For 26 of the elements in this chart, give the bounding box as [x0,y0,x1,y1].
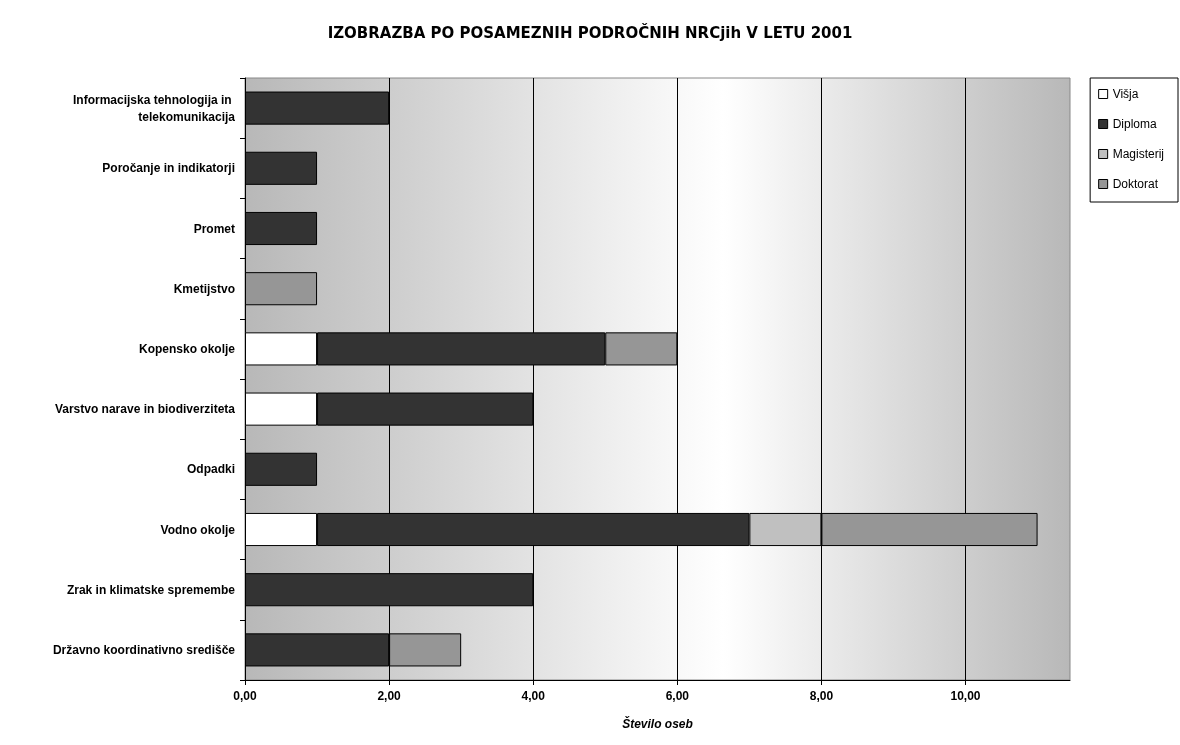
y-tick-label: Odpadki [186,462,235,477]
x-tick-label: 6,00 [665,689,690,703]
bar [245,272,318,306]
x-axis-title: Število oseb [622,716,693,731]
legend-label: Diploma [1112,117,1157,131]
y-tick-label: Vodno okolje [160,522,236,537]
x-tick-label: 0,00 [233,689,257,703]
y-tick-label: Informacijska tehnologija in telekomunikacija [72,92,236,124]
y-tick-label: Poročanje in indikatorji [102,161,235,176]
y-tick-label: Kmetijstvo [173,281,235,296]
x-tick-label: 10,00 [950,689,981,703]
bar [245,151,318,185]
bar [245,211,318,246]
x-tick-label: 8,00 [809,689,834,703]
legend-label: Magisterij [1112,147,1165,161]
chart-title: IZOBRAZBA PO POSAMEZNIH PODROČNIH NRCjih V LETU 2001 [327,22,853,42]
y-tick-label: Zrak in klimatske spremembe [66,582,236,597]
y-tick-label: Kopensko okolje [138,341,236,356]
x-tick-label: 2,00 [377,689,402,703]
bar [245,452,318,486]
legend-label: Višja [1112,87,1139,101]
y-tick-label: Promet [193,221,235,236]
legend-label: Doktorat [1112,177,1159,191]
y-tick-label: Državno koordinativno središče [52,642,236,657]
y-tick-label: Varstvo narave in biodiverziteta [54,402,236,417]
x-tick-label: 4,00 [521,689,546,703]
